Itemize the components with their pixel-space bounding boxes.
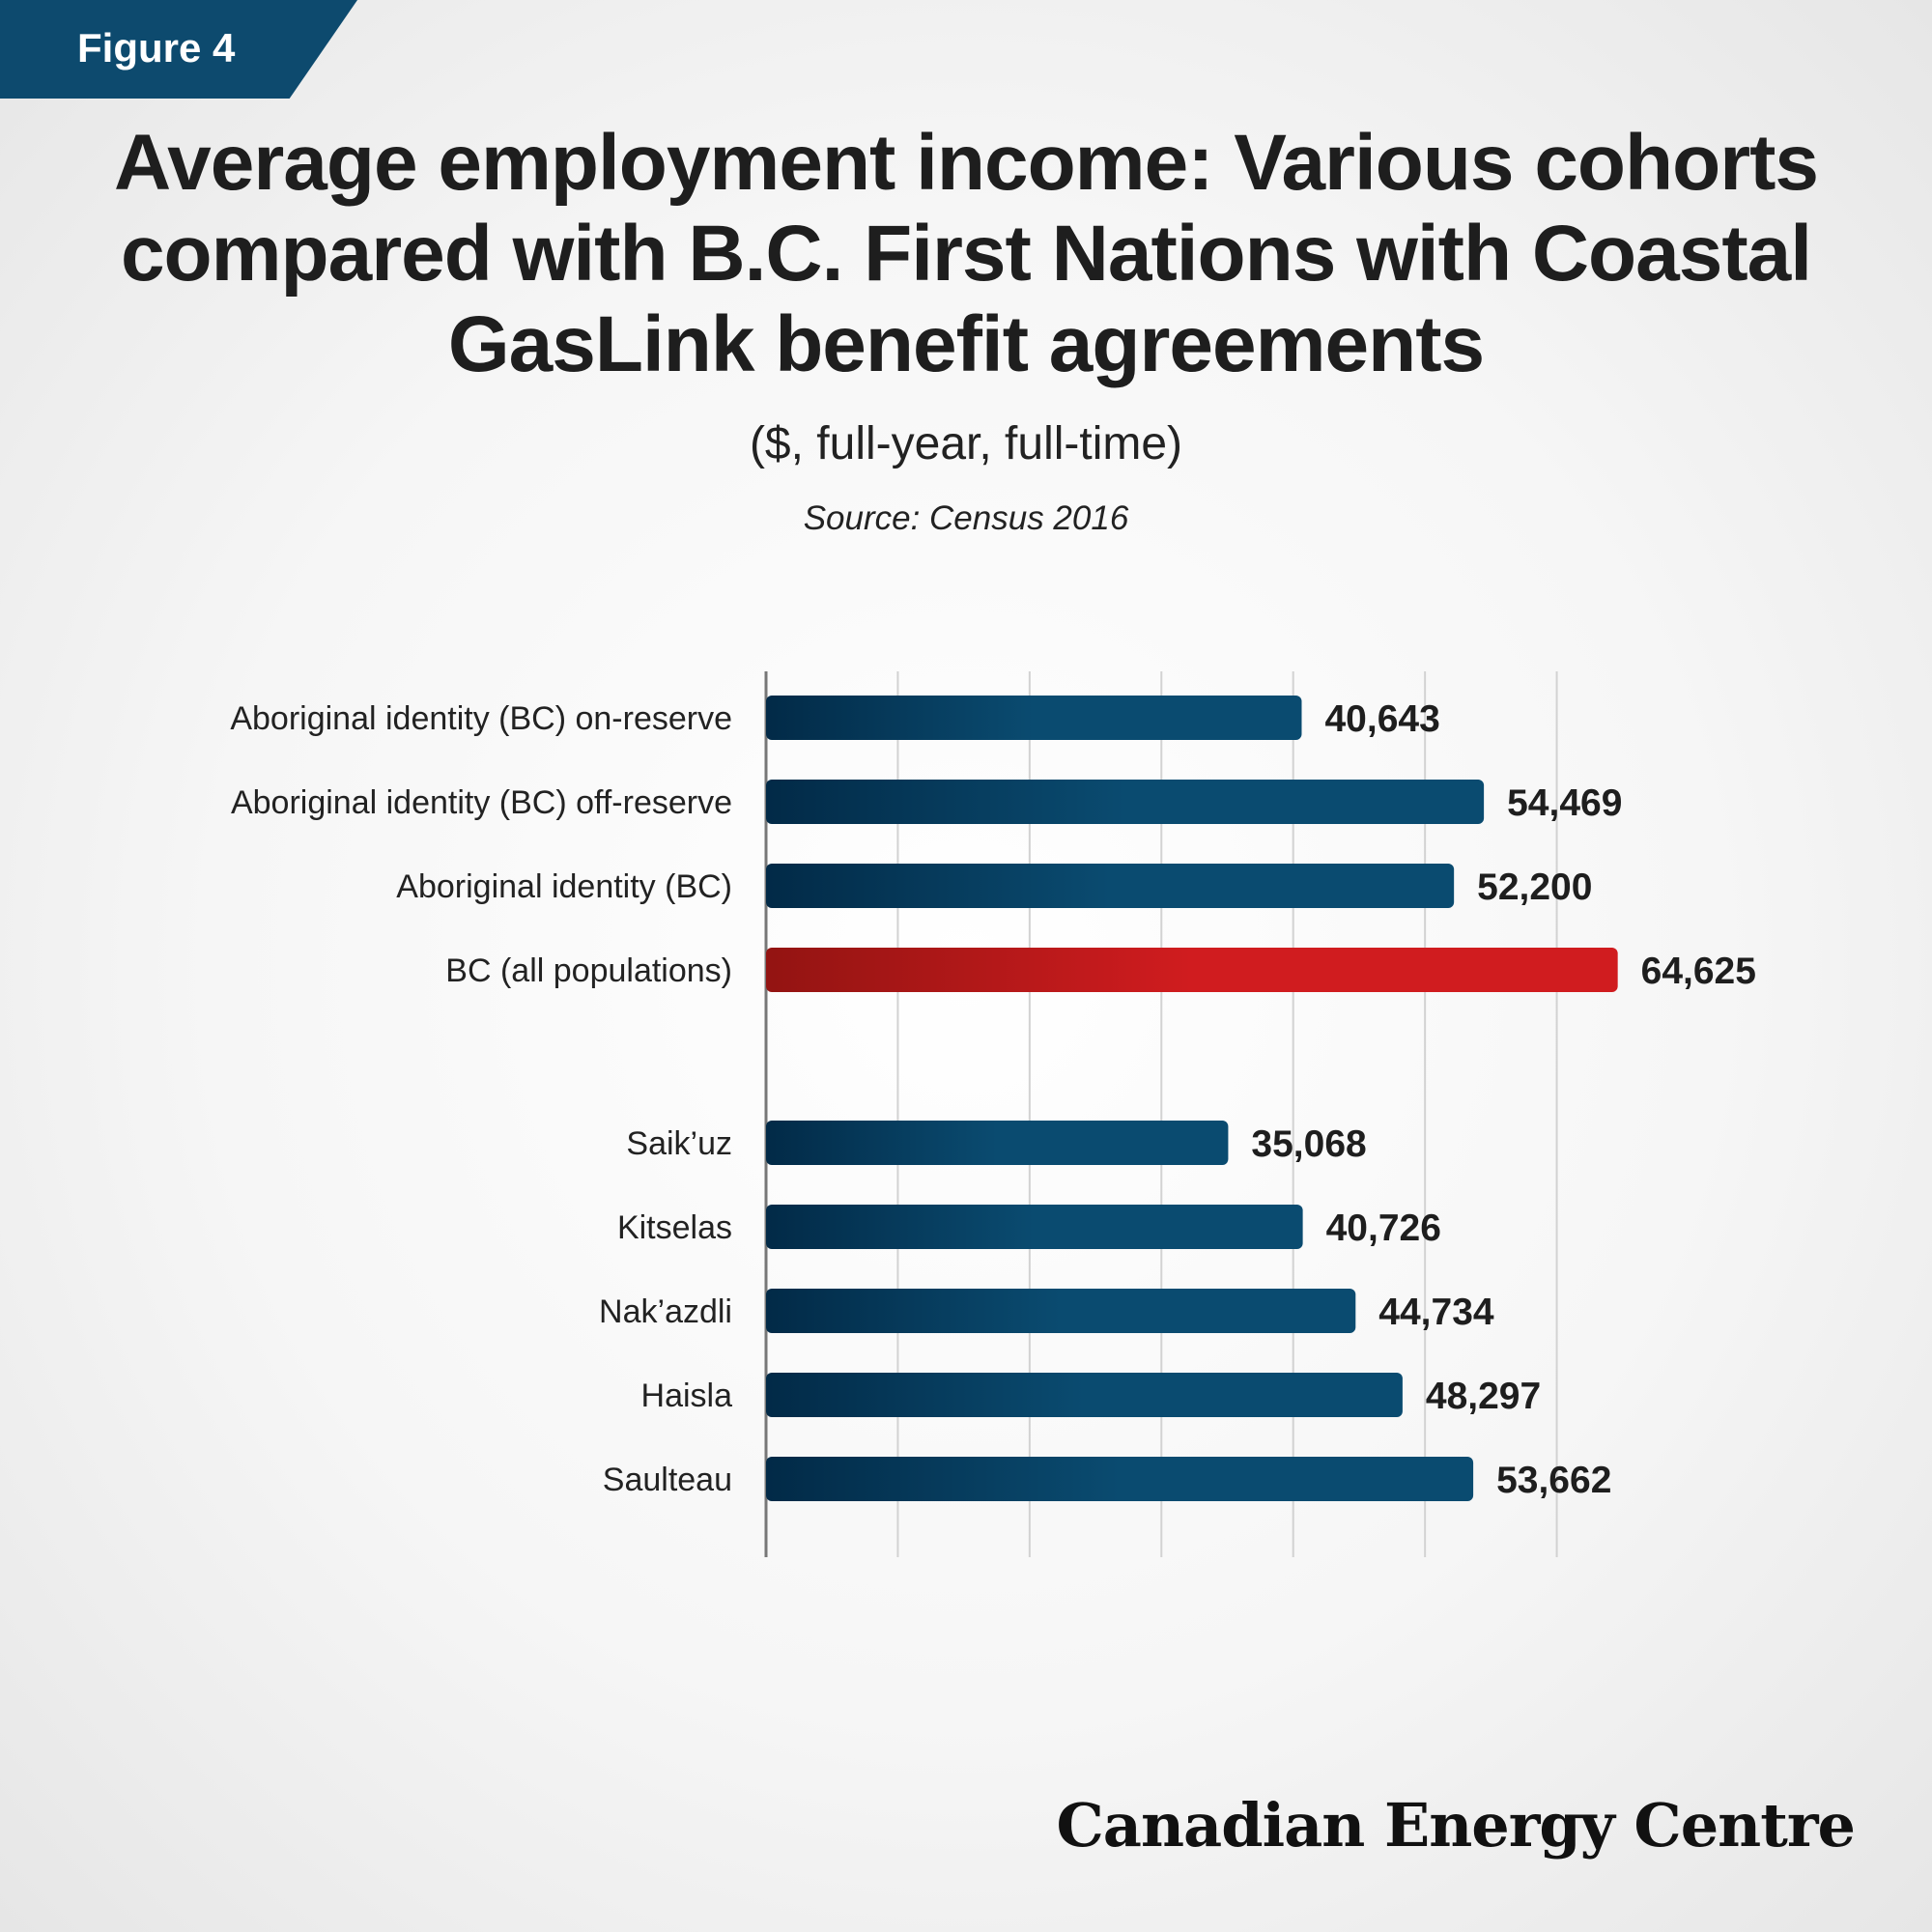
value-label: 52,200: [1477, 867, 1592, 908]
value-label: 53,662: [1496, 1460, 1611, 1501]
figure-label: Figure 4: [77, 25, 236, 71]
value-label: 44,734: [1378, 1292, 1494, 1333]
bar: [766, 1121, 1229, 1165]
category-label: Kitselas: [617, 1209, 732, 1246]
bar: [766, 780, 1485, 824]
bar: [766, 864, 1455, 908]
brand-logo: Canadian Energy Centre: [1056, 1790, 1856, 1861]
bar: [766, 1289, 1356, 1333]
chart-title: Average employment income: Various cohor…: [113, 119, 1819, 388]
category-label: Saulteau: [603, 1462, 732, 1498]
category-label: Saik’uz: [626, 1125, 732, 1162]
bars: [766, 696, 1618, 1501]
value-label: 64,625: [1641, 951, 1756, 992]
bar: [766, 1457, 1474, 1501]
category-label: Aboriginal identity (BC) off-reserve: [231, 784, 732, 821]
value-label: 48,297: [1426, 1376, 1541, 1417]
labels: Aboriginal identity (BC) on-reserve 40,64…: [230, 698, 1756, 1501]
category-label: Aboriginal identity (BC): [396, 868, 732, 905]
value-label: 35,068: [1251, 1123, 1366, 1165]
chart-source: Source: Census 2016: [803, 499, 1129, 537]
value-label: 40,643: [1324, 698, 1439, 740]
bar: [766, 1373, 1403, 1417]
bar: [766, 696, 1302, 740]
bar: [766, 948, 1618, 992]
chart-subtitle: ($, full-year, full-time): [749, 418, 1183, 469]
bar: [766, 1205, 1303, 1249]
category-label: Haisla: [641, 1378, 733, 1414]
figure-tag: [0, 0, 357, 99]
category-label: BC (all populations): [445, 952, 732, 989]
value-label: 40,726: [1326, 1208, 1441, 1249]
category-label: Nak’azdli: [599, 1293, 732, 1330]
value-label: 54,469: [1507, 782, 1622, 824]
category-label: Aboriginal identity (BC) on-reserve: [230, 700, 732, 737]
